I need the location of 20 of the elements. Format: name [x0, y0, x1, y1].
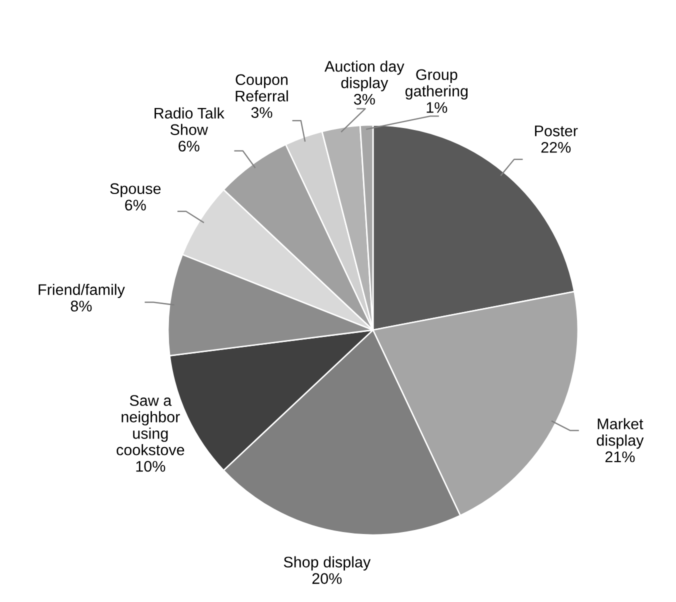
data-label: 10% [136, 460, 166, 472]
slice-label: Coupon Referral [236, 74, 288, 102]
data-label: 20% [312, 573, 342, 584]
data-label: 1% [426, 102, 448, 113]
data-label: 6% [125, 200, 146, 211]
slice-label: Group gathering [405, 69, 468, 100]
data-label: 6% [178, 140, 200, 152]
data-label: 8% [70, 300, 92, 312]
slice-label: Shop display [284, 556, 371, 571]
slice-label: Radio Talk Show [154, 107, 224, 136]
slice-label: Friend/family [38, 284, 125, 298]
slice-label: Market display [596, 418, 644, 449]
data-label: 22% [541, 142, 571, 153]
slice-label: Poster [535, 126, 578, 136]
data-label: 3% [251, 107, 272, 118]
slice-label: Saw a neighbor using cookstove [116, 395, 184, 456]
data-label: 3% [354, 94, 375, 105]
slice-label: Spouse [110, 183, 161, 198]
slice-label: Auction day display [324, 60, 404, 92]
data-label: 21% [605, 451, 635, 462]
